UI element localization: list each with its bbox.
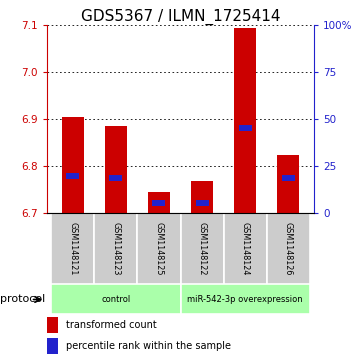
Text: protocol: protocol	[0, 294, 45, 305]
Text: GSM1148125: GSM1148125	[155, 222, 164, 276]
Bar	[191, 180, 213, 213]
Bar	[105, 126, 127, 213]
Bar	[278, 155, 299, 213]
Title: GDS5367 / ILMN_1725414: GDS5367 / ILMN_1725414	[81, 9, 280, 25]
Bar	[282, 175, 295, 180]
Text: GSM1148121: GSM1148121	[68, 222, 77, 276]
Bar	[234, 28, 256, 213]
Bar	[148, 192, 170, 213]
Text: percentile rank within the sample: percentile rank within the sample	[66, 341, 231, 351]
Text: GSM1148122: GSM1148122	[197, 222, 206, 276]
Text: transformed count: transformed count	[66, 320, 156, 330]
Bar	[109, 175, 122, 180]
Text: control: control	[101, 294, 130, 303]
Bar	[180, 284, 310, 314]
Text: GSM1148124: GSM1148124	[241, 222, 249, 276]
Bar	[47, 338, 58, 354]
Text: GSM1148123: GSM1148123	[112, 222, 120, 276]
Bar	[223, 213, 267, 284]
Bar	[47, 317, 58, 333]
Bar	[152, 200, 165, 206]
Bar	[267, 213, 310, 284]
Bar	[138, 213, 180, 284]
Text: miR-542-3p overexpression: miR-542-3p overexpression	[187, 294, 303, 303]
Bar	[51, 213, 94, 284]
Bar	[239, 125, 252, 131]
Bar	[66, 173, 79, 179]
Bar	[196, 200, 209, 206]
Bar	[62, 117, 83, 213]
Text: GSM1148126: GSM1148126	[284, 222, 293, 276]
Bar	[94, 213, 138, 284]
Bar	[180, 213, 223, 284]
Bar	[51, 284, 180, 314]
